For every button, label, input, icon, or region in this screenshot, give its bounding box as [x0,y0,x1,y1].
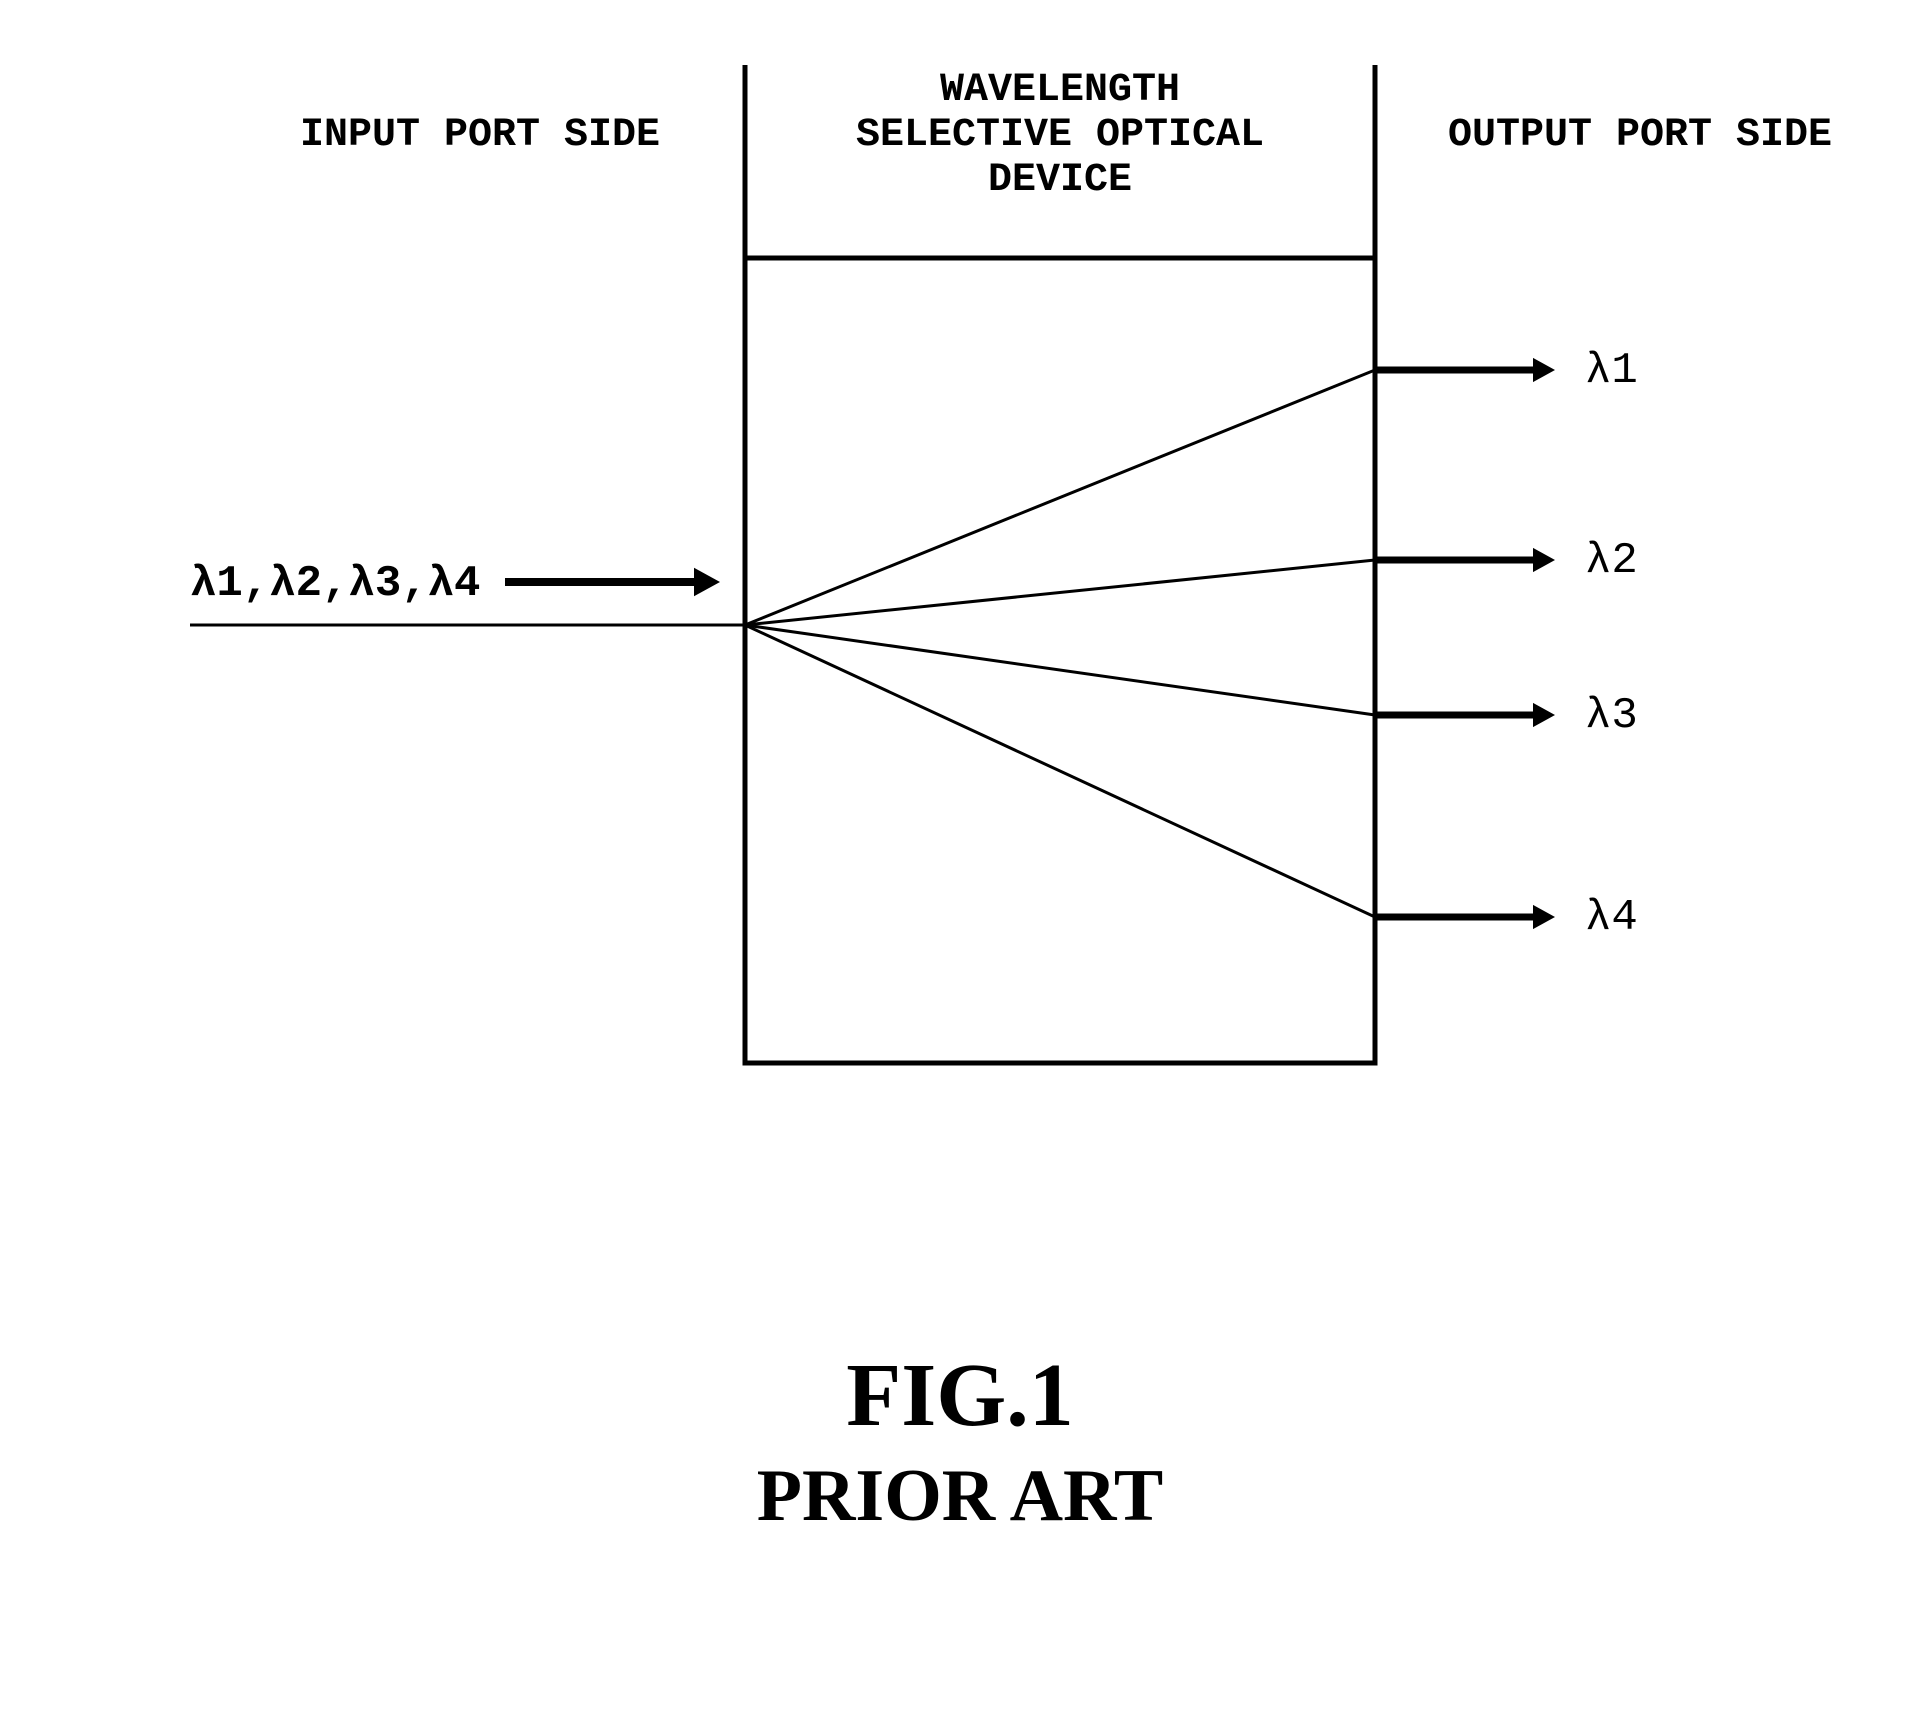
output-label-4: λ4 [1585,893,1638,943]
output-arrow-4 [1375,905,1555,929]
output-label-3: λ3 [1585,691,1638,741]
label-output-side: OUTPUT PORT SIDE [1448,113,1832,158]
figure-title-line1: FIG.1 [846,1346,1074,1445]
output-arrow-1 [1375,358,1555,382]
input-arrow [505,568,720,597]
label-device-line2: SELECTIVE OPTICAL [856,113,1264,158]
output-arrow-3 [1375,703,1555,727]
output-label-2: λ2 [1585,536,1638,586]
figure-title-line2: PRIOR ART [757,1455,1164,1537]
diagram-canvas: INPUT PORT SIDE WAVELENGTHSELECTIVE OPTIC… [0,0,1921,1717]
fan-line-1 [745,370,1375,625]
output-arrow-2 [1375,548,1555,572]
device-box [745,258,1375,1063]
label-input-side: INPUT PORT SIDE [300,113,660,158]
label-device-line1: WAVELENGTH [940,68,1180,113]
fan-line-2 [745,560,1375,625]
output-label-1: λ1 [1585,346,1638,396]
label-input-signal: λ1,λ2,λ3,λ4 [190,559,480,609]
label-device-line3: DEVICE [988,158,1132,203]
